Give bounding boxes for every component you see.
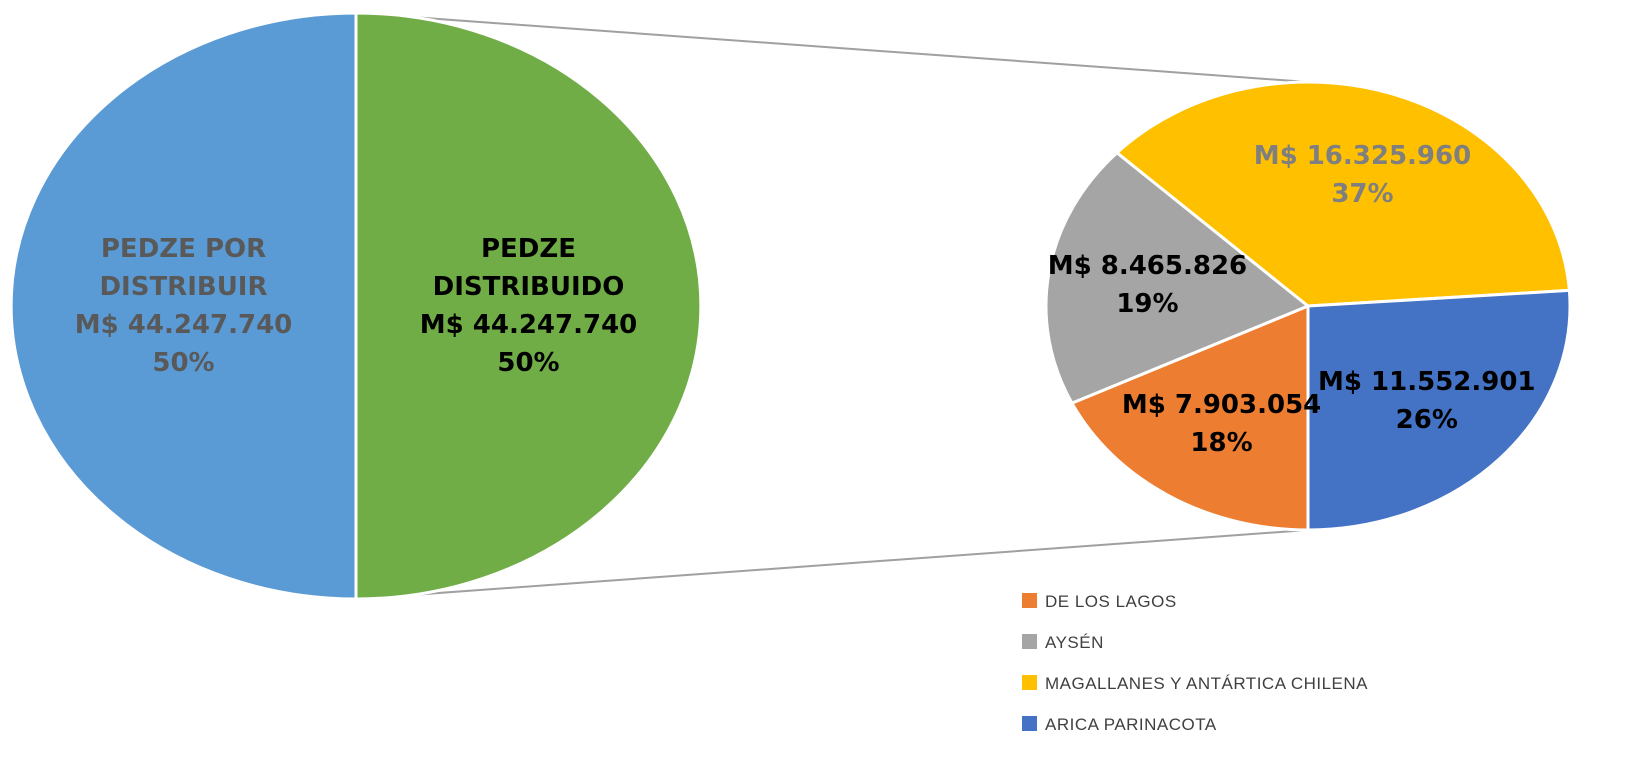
slice-percent: 50% [497, 348, 560, 378]
pie-slice [1306, 288, 1572, 532]
slice-percent: 26% [1395, 404, 1458, 435]
slice-value: M$ 44.247.740 [74, 310, 293, 340]
legend-label: AYSÉN [1045, 633, 1104, 652]
connector-line [355, 529, 1309, 600]
slice-label: M$ 7.903.054 18% [1122, 386, 1321, 462]
pie-slice [1114, 80, 1571, 308]
slice-value: M$ 16.325.960 [1253, 141, 1472, 172]
slice-percent: 19% [1116, 288, 1179, 319]
legend-swatch [1022, 593, 1037, 608]
legend-label: ARICA PARINACOTA [1045, 715, 1217, 734]
slice-value: M$ 8.465.826 [1047, 250, 1248, 281]
legend-item: ARICA PARINACOTA [1022, 715, 1217, 735]
legend-label: DE LOS LAGOS [1045, 592, 1177, 611]
slice-label: PEDZE POR DISTRIBUIR M$ 44.247.740 50% [59, 230, 309, 382]
slice-percent: 18% [1190, 427, 1253, 458]
slice-value: M$ 7.903.054 [1121, 389, 1322, 420]
legend-swatch [1022, 716, 1037, 731]
slice-category: PEDZE POR DISTRIBUIR [99, 234, 268, 302]
slice-value: M$ 44.247.740 [419, 310, 638, 340]
legend-swatch [1022, 675, 1037, 690]
legend-item: AYSÉN [1022, 633, 1104, 653]
slice-label: M$ 11.552.901 26% [1318, 363, 1536, 439]
connector-line [355, 12, 1309, 83]
slice-label: M$ 8.465.826 19% [1048, 247, 1247, 323]
legend-swatch [1022, 634, 1037, 649]
slice-value: M$ 11.552.901 [1318, 366, 1536, 397]
slice-label: PEDZE DISTRIBUIDO M$ 44.247.740 50% [404, 230, 654, 382]
slice-label: M$ 16.325.960 37% [1254, 137, 1472, 213]
slice-category: PEDZE DISTRIBUIDO [432, 234, 625, 302]
pie-slice [9, 11, 358, 601]
slice-percent: 50% [152, 348, 215, 378]
pie-slice [1044, 150, 1311, 406]
legend-item: DE LOS LAGOS [1022, 592, 1177, 612]
slice-percent: 37% [1331, 179, 1394, 210]
legend-item: MAGALLANES Y ANTÁRTICA CHILENA [1022, 674, 1368, 694]
legend-label: MAGALLANES Y ANTÁRTICA CHILENA [1045, 674, 1369, 693]
pie-slice [1069, 303, 1310, 532]
pie-slice [354, 11, 703, 601]
